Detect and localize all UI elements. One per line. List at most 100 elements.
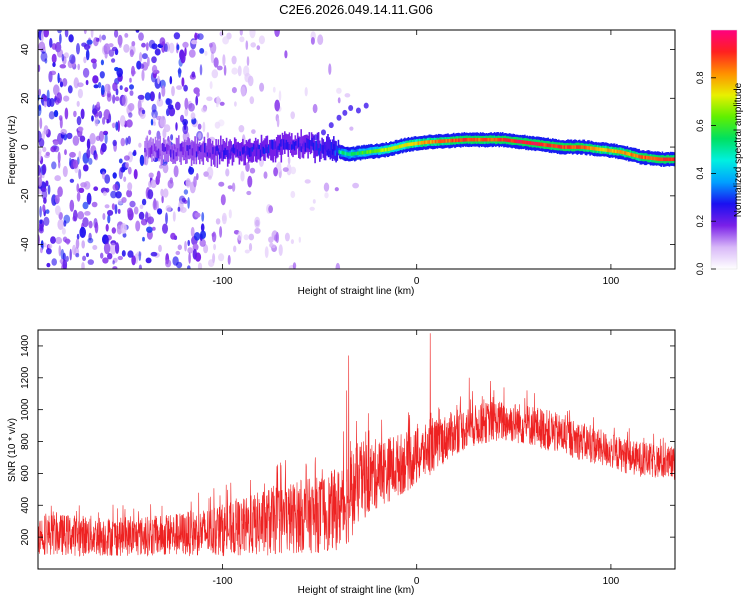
spectrogram-noise-cell	[176, 261, 183, 269]
ridge-mid-cell	[168, 145, 171, 155]
spectrogram-noise-cell	[180, 207, 187, 213]
spectrogram-noise-cell	[286, 163, 292, 176]
ridge-core-cell	[549, 143, 552, 148]
snr-x-label: Height of straight line (km)	[298, 585, 415, 596]
ridge-mid-cell	[269, 143, 271, 151]
spectrogram-noise-cell	[101, 171, 106, 180]
spectrogram-noise-cell	[146, 226, 153, 233]
spectrogram-noise-cell	[85, 49, 90, 61]
spectrogram-noise-cell	[111, 46, 118, 52]
spectrogram-noise-cell	[45, 180, 49, 187]
spectrogram-noise-cell	[165, 205, 172, 212]
ridge-halo-cell	[337, 139, 340, 156]
ridge-core-cell	[420, 141, 423, 145]
ridge-halo-cell	[291, 133, 293, 156]
ridge-mid-cell	[172, 150, 175, 160]
ridge-core-cell	[630, 152, 633, 157]
spectrogram-noise-cell	[47, 184, 51, 195]
ridge-core-cell	[562, 145, 564, 149]
spectrogram-noise-cell	[181, 197, 187, 203]
spectrogram-noise-cell	[187, 239, 190, 247]
ridge-halo-cell	[258, 145, 260, 160]
ridge-halo-cell	[153, 145, 156, 161]
ridge-core-cell	[554, 144, 556, 148]
spectrogram-noise-cell	[145, 257, 152, 264]
spectrogram-noise-cell	[115, 242, 120, 254]
y-tick-label: 400	[20, 496, 31, 513]
spectrogram-noise-cell	[105, 237, 110, 245]
spectrogram-noise-cell	[151, 64, 158, 74]
spectrogram-noise-cell	[251, 129, 256, 135]
ridge-halo-cell	[220, 135, 222, 159]
spectrogram-noise-cell	[87, 259, 95, 265]
ridge-mid-cell	[175, 152, 177, 157]
spectrogram-noise-cell	[100, 59, 104, 66]
spectrogram-noise-cell	[114, 204, 118, 215]
ridge-mid-cell	[216, 145, 218, 151]
ridge-halo-cell	[327, 134, 329, 155]
ridge-halo-cell	[175, 137, 178, 161]
ridge-halo-cell	[157, 137, 159, 156]
spectrogram-noise-cell	[90, 58, 97, 64]
spectrogram-noise-cell	[118, 43, 122, 48]
spectrogram-noise-cell	[349, 126, 354, 131]
ridge-core-cell	[388, 147, 390, 151]
spectrogram-noise-cell	[152, 199, 158, 211]
spectrogram-noise-cell	[123, 176, 127, 182]
spectrogram-noise-cell	[77, 82, 84, 88]
spectrogram-noise-cell	[187, 197, 190, 209]
ridge-mid-cell	[253, 144, 255, 150]
spectrogram-noise-cell	[172, 211, 176, 222]
spectrogram-noise-cell	[336, 87, 342, 94]
ridge-core-cell	[462, 138, 465, 142]
spectrogram-noise-cell	[149, 91, 155, 102]
ridge-mid-cell	[261, 144, 263, 153]
ridge-core-cell	[529, 141, 532, 145]
spectrogram-noise-cell	[304, 179, 311, 184]
spectrogram-noise-cell	[102, 257, 109, 264]
spectrogram-noise-cell	[55, 236, 63, 245]
ridge-mid-cell	[299, 143, 301, 151]
ridge-core-cell	[473, 137, 476, 142]
spectrogram-x-axis: -100 0 100	[212, 30, 620, 287]
colorbar-tick-label: 0.8	[695, 72, 705, 85]
ridge-core-cell	[355, 151, 358, 156]
spectrogram-noise-cell	[73, 110, 77, 118]
spectrogram-noise-cell	[214, 121, 221, 129]
ridge-mid-cell	[238, 143, 240, 153]
spectrogram-noise-cell	[81, 262, 85, 269]
spectrogram-noise-cell	[41, 189, 48, 200]
spectrogram-noise-cell	[209, 81, 213, 90]
ridge-core-cell	[582, 145, 584, 149]
spectrogram-noise-cell	[39, 117, 43, 130]
spectrogram-noise-cell	[182, 124, 189, 135]
ridge-core-cell	[397, 145, 400, 149]
ridge-halo-cell	[225, 137, 228, 158]
ridge-core-cell	[481, 137, 483, 142]
ridge-halo-cell	[178, 135, 180, 157]
spectrogram-noise-cell	[62, 259, 68, 269]
spectrogram-noise-cell	[169, 42, 175, 54]
ridge-mid-cell	[293, 141, 296, 151]
ridge-core-cell	[411, 142, 413, 146]
spectrogram-noise-cell	[249, 96, 255, 105]
spectrogram-noise-cell	[86, 39, 93, 45]
spectrogram-noise-cell	[162, 188, 169, 198]
spectrogram-noise-cell	[228, 209, 232, 219]
spectrogram-noise-cell	[323, 182, 330, 192]
ridge-core-cell	[566, 145, 569, 149]
spectrogram-noise-cell	[227, 254, 231, 265]
spectrogram-noise-cell	[145, 42, 149, 51]
spectrogram-noise-cell	[76, 116, 82, 126]
spectrogram-noise-cell	[83, 44, 91, 50]
ridge-core-cell	[354, 151, 356, 156]
ridge-mid-cell	[148, 147, 150, 158]
spectrogram-noise-cell	[53, 140, 59, 146]
spectrogram-noise-cell	[75, 238, 80, 249]
ridge-mid-cell	[262, 146, 264, 154]
spectrogram-noise-cell	[182, 118, 189, 126]
colorbar-frame	[710, 29, 738, 270]
spectrogram-noise-cell	[147, 189, 154, 200]
ridge-halo-cell	[208, 138, 210, 156]
ridge-core-cell	[346, 152, 348, 156]
